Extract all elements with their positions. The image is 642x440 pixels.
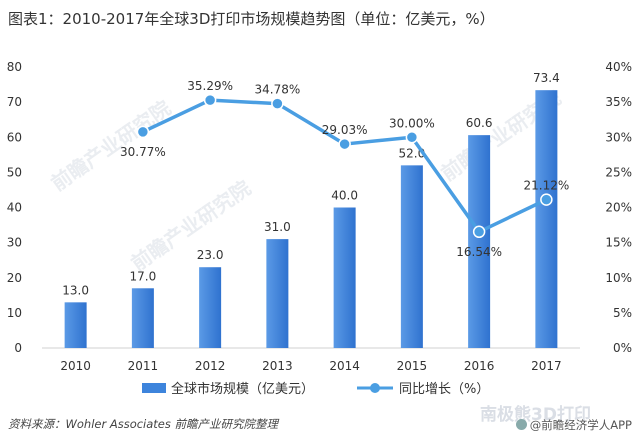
right-tick-label: 15% xyxy=(605,236,632,250)
bar xyxy=(266,239,289,348)
credit-text: @前瞻经济学人APP xyxy=(529,418,632,432)
line-value-label: 34.78% xyxy=(254,83,300,97)
left-tick-label: 30 xyxy=(7,236,22,250)
line-point xyxy=(472,225,486,239)
left-tick-label: 10 xyxy=(7,306,22,320)
line-point xyxy=(136,125,150,139)
bar-series: 13.0 17.0 23.0 31.0 40.0 52.0 60.6 73.4 xyxy=(62,71,560,349)
bar-value-label: 17.0 xyxy=(130,269,157,283)
x-tick-label: 2013 xyxy=(262,359,293,373)
line-value-label: 30.00% xyxy=(389,116,435,130)
left-tick-label: 70 xyxy=(7,95,22,109)
credit: @前瞻经济学人APP xyxy=(515,417,632,433)
bar xyxy=(199,267,222,348)
right-axis: 0% 5% 10% 15% 20% 25% 30% 35% 40% xyxy=(605,60,632,355)
bar xyxy=(535,90,558,349)
legend-bar-swatch xyxy=(142,383,166,393)
line-value-label: 35.29% xyxy=(187,79,233,93)
legend-line-label: 同比增长（%） xyxy=(399,382,489,397)
x-tick-label: 2015 xyxy=(397,359,428,373)
line-point xyxy=(203,93,217,107)
line-series: 30.77% 35.29% 34.78% 29.03% 30.00% 16.54% 21.1… xyxy=(120,79,569,259)
bar-value-label: 13.0 xyxy=(62,283,89,297)
right-tick-label: 20% xyxy=(605,201,632,215)
bar-value-label: 52.0 xyxy=(399,146,426,160)
bar-value-label: 60.6 xyxy=(466,116,493,130)
legend: 全球市场规模（亿美元） 同比增长（%） xyxy=(142,381,489,397)
right-tick-label: 0% xyxy=(613,341,632,355)
line-value-label: 30.77% xyxy=(120,145,166,159)
bar-value-label: 73.4 xyxy=(533,71,560,85)
x-tick-label: 2010 xyxy=(60,359,91,373)
bar-value-label: 40.0 xyxy=(331,189,358,203)
legend-line-marker xyxy=(370,383,380,393)
bar xyxy=(400,165,423,348)
line-point xyxy=(540,193,553,206)
bar-value-label: 23.0 xyxy=(197,248,224,262)
line-point xyxy=(338,137,351,151)
app-logo-icon xyxy=(515,419,527,430)
bar-value-label: 31.0 xyxy=(264,220,291,234)
bar xyxy=(333,207,356,348)
bar xyxy=(64,302,87,348)
line-value-label: 16.54% xyxy=(456,245,502,259)
right-tick-label: 30% xyxy=(605,130,632,144)
bar xyxy=(131,288,154,348)
right-tick-label: 5% xyxy=(613,306,632,320)
bar xyxy=(468,135,491,348)
source-note: 资料来源：Wohler Associates 前瞻产业研究院整理 xyxy=(8,417,279,431)
x-tick-label: 2014 xyxy=(329,359,360,373)
line-value-label: 21.12% xyxy=(523,179,569,193)
x-tick-label: 2011 xyxy=(128,359,159,373)
left-axis: 0 10 20 30 40 50 60 70 80 xyxy=(7,60,580,355)
right-tick-label: 40% xyxy=(605,60,632,74)
right-tick-label: 10% xyxy=(605,271,632,285)
x-tick-label: 2016 xyxy=(464,359,495,373)
left-tick-label: 80 xyxy=(7,60,22,74)
right-tick-label: 35% xyxy=(605,95,632,109)
left-tick-label: 0 xyxy=(14,341,22,355)
left-tick-label: 60 xyxy=(7,130,22,144)
line-point xyxy=(405,131,419,144)
line-point xyxy=(271,97,284,110)
legend-bar-label: 全球市场规模（亿美元） xyxy=(171,381,314,397)
right-tick-label: 25% xyxy=(605,165,632,179)
combo-chart: 0 10 20 30 40 50 60 70 80 0% 5% 10% 15% 20% 25% 30% 35%… xyxy=(7,60,632,397)
left-tick-label: 40 xyxy=(7,201,22,215)
chart-title: 图表1：2010-2017年全球3D打印市场规模趋势图（单位：亿美元，%） xyxy=(8,10,495,28)
x-tick-label: 2012 xyxy=(195,359,226,373)
x-axis-labels: 2010 2011 2012 2013 2014 2015 2016 2017 xyxy=(60,359,561,373)
left-tick-label: 50 xyxy=(7,165,22,179)
left-tick-label: 20 xyxy=(7,271,22,285)
line-value-label: 29.03% xyxy=(322,123,368,137)
x-tick-label: 2017 xyxy=(531,359,562,373)
